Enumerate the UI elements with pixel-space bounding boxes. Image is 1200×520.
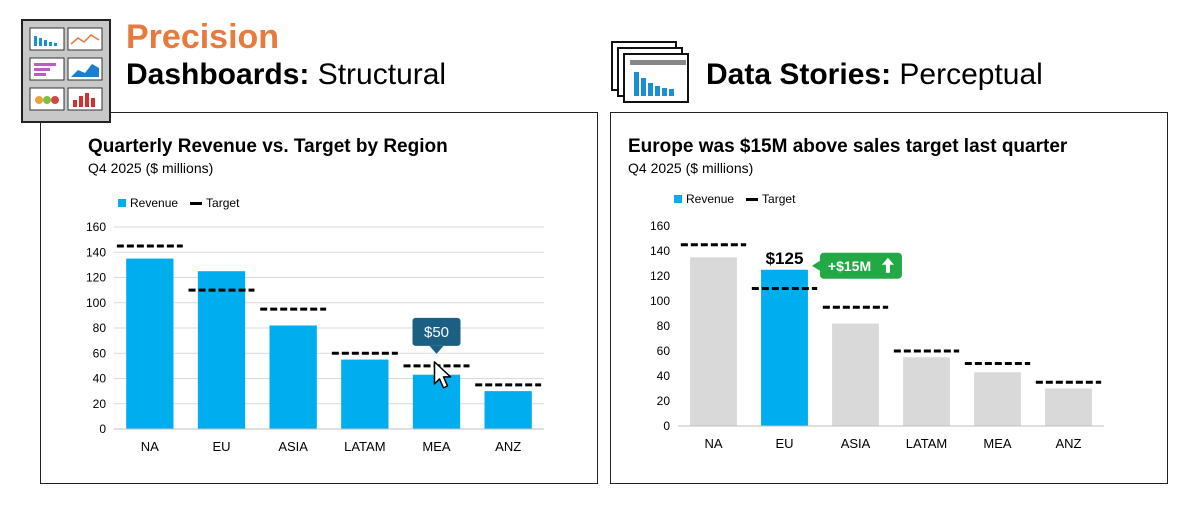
legend-revenue-label: Revenue (130, 196, 179, 210)
right-chart: 0 20 40 60 80 100 120 140 160 NA EU ASIA LATAM MEA ANZ… (650, 219, 1104, 451)
revenue-bar[interactable] (903, 357, 950, 426)
callout-label: +$15M (828, 258, 871, 274)
x-tick-label: ASIA (841, 436, 871, 451)
legend-revenue-label: Revenue (686, 192, 735, 206)
tooltip-box (412, 317, 461, 346)
callout-pointer (811, 260, 820, 271)
x-tick-label: ASIA (278, 439, 308, 454)
right-heading-bold: Data Stories: (706, 58, 892, 91)
callout-box (819, 252, 902, 279)
revenue-bar[interactable] (974, 372, 1021, 426)
revenue-bar[interactable] (269, 325, 317, 429)
y-tick-label: 100 (86, 296, 106, 310)
revenue-bar[interactable] (412, 374, 461, 429)
y-tick-label: 140 (650, 244, 670, 258)
y-tick-label: 0 (99, 422, 106, 436)
revenue-bar[interactable] (832, 323, 879, 427)
y-tick-label: 160 (86, 220, 106, 234)
y-tick-label: 20 (93, 397, 107, 411)
y-tick-label: 60 (657, 344, 671, 358)
up-arrow-icon (881, 257, 894, 273)
x-tick-label: NA (704, 436, 722, 451)
left-chart-legend: Revenue Target (118, 196, 239, 210)
x-tick-label: LATAM (906, 436, 947, 451)
y-tick-label: 100 (650, 294, 670, 308)
revenue-bar[interactable] (1045, 388, 1092, 427)
x-tick-label: EU (212, 439, 230, 454)
left-chart: 0 20 40 60 80 100 120 140 160 NA EU ASIA LATAM MEA ANZ… (86, 220, 544, 454)
left-chart-subtitle: Q4 2025 ($ millions) (88, 160, 214, 176)
tooltip-pointer (429, 345, 444, 354)
revenue-bar[interactable] (197, 271, 246, 429)
legend-target-swatch (746, 197, 759, 201)
y-tick-label: 40 (93, 372, 107, 386)
legend-target-label: Target (206, 196, 240, 210)
right-chart-legend: Revenue Target (674, 192, 795, 206)
data-stories-icon (611, 41, 689, 103)
right-chart-title: Europe was $15M above sales target last … (628, 136, 1068, 157)
y-tick-label: 20 (657, 394, 671, 408)
legend-revenue-swatch (118, 199, 126, 207)
revenue-bar[interactable] (341, 359, 389, 429)
y-tick-label: 60 (93, 346, 107, 360)
legend-target-label: Target (762, 192, 796, 206)
tooltip-label: $50 (424, 324, 449, 341)
y-tick-label: 80 (93, 321, 107, 335)
dashboard-icon (21, 19, 111, 123)
revenue-bar[interactable] (484, 391, 532, 429)
legend-target-swatch (190, 201, 203, 205)
y-tick-label: 0 (663, 419, 670, 433)
y-tick-label: 140 (86, 245, 106, 259)
y-tick-label: 120 (650, 269, 670, 283)
x-tick-label: MEA (983, 436, 1012, 451)
y-tick-label: 80 (657, 319, 671, 333)
left-accent-heading: Precision (126, 18, 280, 56)
cursor-arrow-icon (433, 361, 452, 389)
revenue-bar[interactable] (761, 269, 808, 426)
right-heading-rest: Perceptual (891, 58, 1043, 91)
x-tick-label: EU (775, 436, 793, 451)
x-tick-label: ANZ (495, 439, 521, 454)
left-chart-title: Quarterly Revenue vs. Target by Region (88, 136, 448, 157)
revenue-bar[interactable] (690, 257, 737, 426)
right-heading: Data Stories: Perceptual (706, 58, 1043, 92)
right-chart-subtitle: Q4 2025 ($ millions) (628, 160, 754, 176)
y-tick-label: 120 (86, 271, 106, 285)
revenue-bar[interactable] (126, 258, 174, 429)
left-heading-bold: Dashboards: (126, 58, 310, 91)
y-tick-label: 160 (650, 219, 670, 233)
left-heading-rest: Structural (309, 58, 447, 91)
legend-revenue-swatch (674, 195, 682, 203)
highlight-value-label: $125 (766, 249, 804, 268)
y-tick-label: 40 (657, 369, 671, 383)
x-tick-label: MEA (422, 439, 451, 454)
x-tick-label: ANZ (1056, 436, 1082, 451)
x-tick-label: NA (141, 439, 159, 454)
left-heading: Dashboards: Structural (126, 58, 446, 92)
x-tick-label: LATAM (344, 439, 385, 454)
